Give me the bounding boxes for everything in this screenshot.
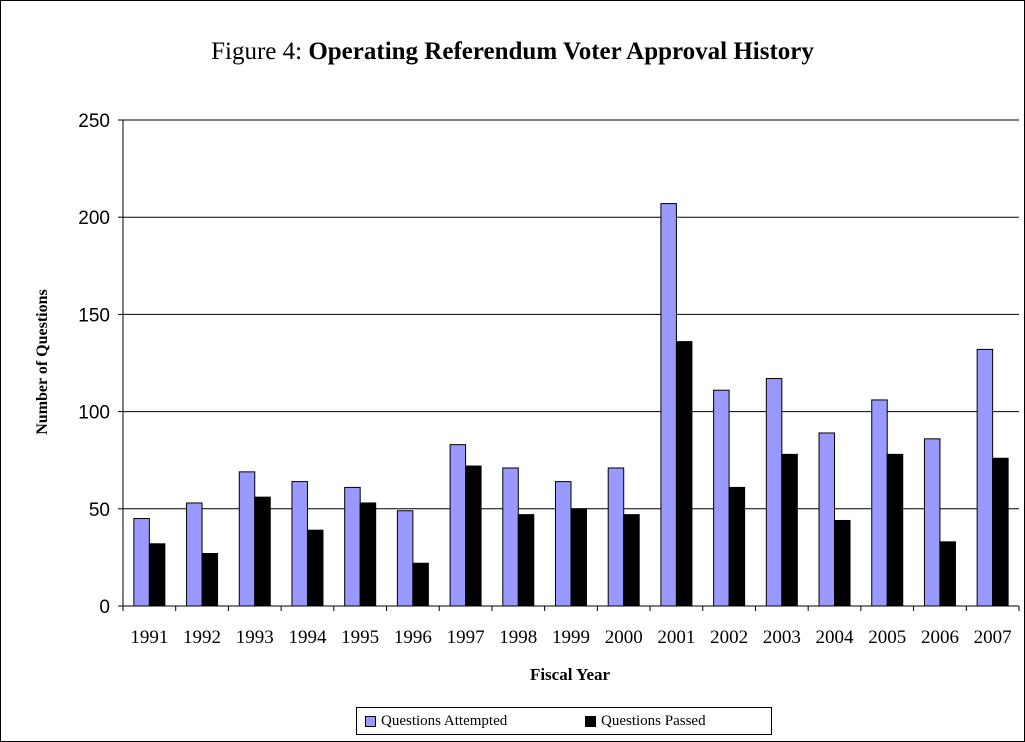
bar-passed-2005	[886, 453, 904, 607]
bar-attempted-1994	[291, 481, 308, 607]
gridlines	[123, 119, 1019, 510]
x-axis-label: Fiscal Year	[530, 665, 611, 684]
axes	[118, 119, 1020, 611]
legend-item-attempted: Questions Attempted	[365, 713, 507, 730]
bar-passed-1999	[570, 508, 587, 607]
bar-passed-1991	[148, 543, 166, 607]
x-tick-label-2002: 2002	[710, 627, 748, 648]
bar-attempted-1992	[186, 502, 203, 607]
x-tick-label-1993: 1993	[236, 627, 274, 648]
y-axis-label: Number of Questions	[34, 289, 51, 435]
bar-attempted-2000	[607, 467, 625, 607]
bar-passed-2004	[834, 519, 851, 607]
bar-attempted-2005	[871, 399, 888, 607]
x-tick-label-2006: 2006	[921, 627, 959, 648]
chart-title-main: Operating Referendum Voter Approval Hist…	[308, 38, 814, 65]
y-tick-label-100: 100	[78, 403, 110, 424]
legend-swatch-attempted	[365, 716, 376, 727]
bar-passed-1993	[254, 496, 271, 607]
legend: Questions Attempted Questions Passed	[356, 707, 772, 735]
bar-passed-1996	[412, 562, 429, 607]
x-tick-label-1996: 1996	[394, 627, 432, 648]
y-tick-label-50: 50	[89, 500, 110, 521]
x-tick-label-1992: 1992	[183, 627, 221, 648]
bar-passed-1998	[517, 514, 535, 607]
y-tick-label-200: 200	[78, 208, 110, 229]
bar-attempted-2003	[765, 378, 783, 607]
bar-chart: 0 50 100 150 200 250 1991 1992 1993 1994 1995 1996 1…	[34, 111, 1020, 684]
y-tick-label-0: 0	[99, 597, 110, 618]
bar-passed-2002	[728, 486, 746, 607]
bars	[133, 203, 1009, 607]
bar-passed-1994	[306, 529, 324, 607]
legend-item-passed: Questions Passed	[585, 713, 706, 730]
x-tick-label-1994: 1994	[288, 627, 327, 648]
tick-labels: 0 50 100 150 200 250 1991 1992 1993 1994 1995 1996 1…	[78, 111, 1011, 648]
x-tick-label-2003: 2003	[763, 627, 801, 648]
chart-title: Figure 4: Operating Referendum Voter App…	[0, 38, 1025, 66]
y-tick-label-150: 150	[78, 305, 110, 326]
x-tick-label-1991: 1991	[130, 627, 168, 648]
bar-passed-2006	[939, 541, 956, 607]
bar-attempted-2004	[818, 432, 836, 607]
bar-passed-2000	[623, 514, 640, 607]
chart-title-prefix: Figure 4:	[211, 38, 303, 65]
bar-attempted-1995	[344, 486, 361, 607]
legend-label-attempted: Questions Attempted	[381, 713, 508, 729]
y-tick-label-250: 250	[78, 111, 110, 132]
x-tick-label-2004: 2004	[816, 627, 855, 648]
legend-label-passed: Questions Passed	[601, 713, 706, 729]
x-tick-label-2007: 2007	[974, 627, 1012, 648]
x-tick-label-2005: 2005	[868, 627, 906, 648]
bar-passed-2003	[781, 453, 798, 607]
bar-attempted-1997	[449, 444, 467, 607]
bar-passed-1992	[201, 553, 219, 607]
x-tick-label-2001: 2001	[657, 627, 695, 648]
legend-swatch-passed	[585, 716, 596, 727]
bar-passed-2001	[675, 341, 693, 607]
x-tick-label-1998: 1998	[499, 627, 537, 648]
bar-attempted-2006	[923, 438, 941, 607]
bar-attempted-1998	[502, 467, 519, 607]
bar-attempted-1993	[238, 471, 256, 607]
x-tick-label-1999: 1999	[552, 627, 590, 648]
bar-attempted-1991	[133, 518, 150, 607]
bar-passed-1995	[359, 502, 377, 607]
x-tick-label-1997: 1997	[447, 627, 485, 648]
x-tick-label-2000: 2000	[605, 627, 643, 648]
bar-attempted-2007	[976, 348, 994, 607]
bar-passed-2007	[992, 457, 1009, 607]
bar-passed-1997	[465, 465, 482, 607]
bar-attempted-2001	[660, 203, 677, 607]
bar-attempted-2002	[713, 389, 730, 607]
bar-attempted-1999	[555, 481, 572, 607]
x-tick-label-1995: 1995	[341, 627, 379, 648]
bar-attempted-1996	[396, 510, 414, 607]
